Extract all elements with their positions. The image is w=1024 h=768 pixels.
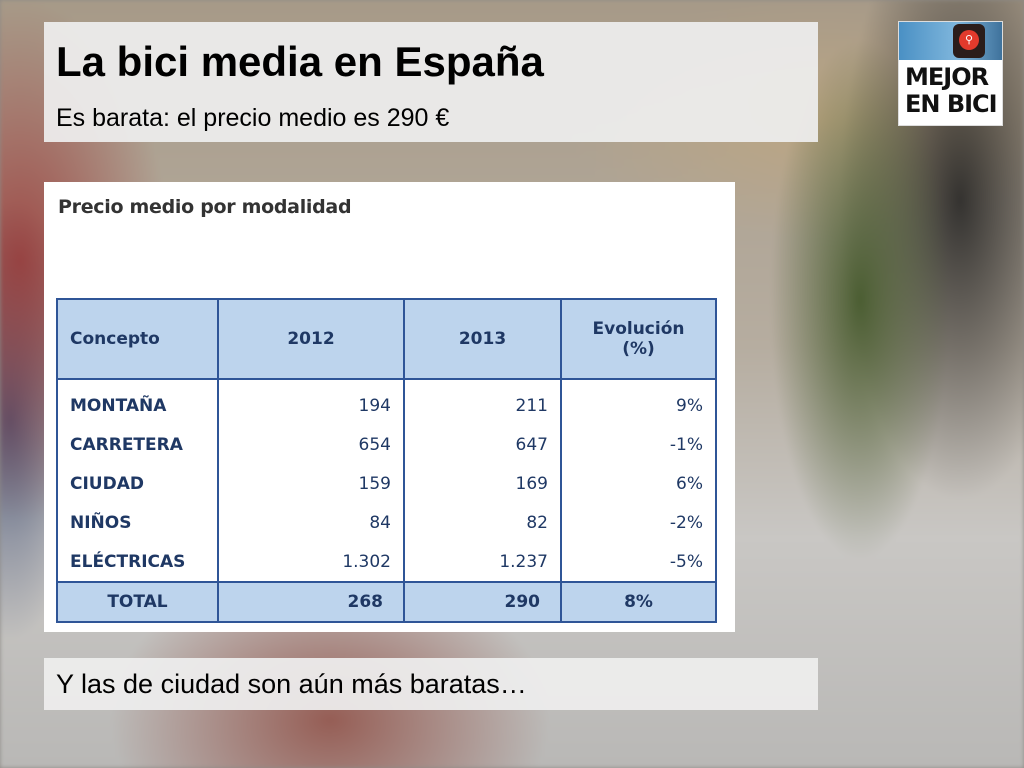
- total-evolucion: 8%: [560, 581, 717, 623]
- price-table-panel: Precio medio por modalidad Concepto 2012…: [44, 182, 735, 632]
- logo-text: MEJOR EN BICI: [905, 64, 1001, 118]
- row-concepto: NIÑOS: [56, 503, 219, 542]
- column-header-2012: 2012: [217, 298, 405, 380]
- logo-photo: [899, 22, 1002, 60]
- slide-subtitle: Es barata: el precio medio es 290 €: [56, 104, 450, 132]
- row-concepto: ELÉCTRICAS: [56, 542, 219, 583]
- table-row: ELÉCTRICAS 1.302 1.237 -5%: [56, 542, 717, 583]
- slide-title: La bici media en España: [56, 38, 544, 85]
- row-2012: 1.302: [217, 542, 405, 583]
- row-2013: 169: [403, 464, 562, 503]
- traffic-light-icon: ⚲: [953, 24, 985, 58]
- table-row: MONTAÑA 194 211 9%: [56, 379, 717, 425]
- price-table: Concepto 2012 2013 Evolución (%) MONTAÑA…: [56, 298, 717, 623]
- row-2012: 84: [217, 503, 405, 542]
- row-concepto: CIUDAD: [56, 464, 219, 503]
- table-row: CIUDAD 159 169 6%: [56, 464, 717, 503]
- row-evolucion: -1%: [560, 425, 717, 464]
- title-panel: La bici media en España Es barata: el pr…: [44, 22, 818, 142]
- bicycle-traffic-light-icon: ⚲: [959, 30, 979, 50]
- column-header-concepto: Concepto: [56, 298, 219, 380]
- row-2012: 194: [217, 379, 405, 425]
- total-2013: 290: [403, 581, 562, 623]
- mejor-en-bici-logo: ⚲ MEJOR EN BICI: [898, 21, 1003, 126]
- row-evolucion: -2%: [560, 503, 717, 542]
- column-header-2013: 2013: [403, 298, 562, 380]
- table-total-row: TOTAL 268 290 8%: [56, 581, 717, 623]
- row-2013: 647: [403, 425, 562, 464]
- row-concepto: CARRETERA: [56, 425, 219, 464]
- total-2012: 268: [217, 581, 405, 623]
- table-header-row: Concepto 2012 2013 Evolución (%): [56, 298, 717, 380]
- row-2013: 82: [403, 503, 562, 542]
- row-evolucion: 6%: [560, 464, 717, 503]
- logo-line-2: EN BICI: [905, 90, 998, 118]
- logo-line-1: MEJOR: [905, 63, 989, 91]
- column-header-evolucion: Evolución (%): [560, 298, 717, 380]
- slide-caption: Y las de ciudad son aún más baratas…: [56, 669, 527, 699]
- row-2013: 1.237: [403, 542, 562, 583]
- row-2012: 159: [217, 464, 405, 503]
- row-evolucion: 9%: [560, 379, 717, 425]
- row-2013: 211: [403, 379, 562, 425]
- table-row: NIÑOS 84 82 -2%: [56, 503, 717, 542]
- caption-panel: Y las de ciudad son aún más baratas…: [44, 658, 818, 710]
- row-2012: 654: [217, 425, 405, 464]
- table-row: CARRETERA 654 647 -1%: [56, 425, 717, 464]
- row-concepto: MONTAÑA: [56, 379, 219, 425]
- table-heading: Precio medio por modalidad: [58, 196, 352, 218]
- total-concepto: TOTAL: [56, 581, 219, 623]
- row-evolucion: -5%: [560, 542, 717, 583]
